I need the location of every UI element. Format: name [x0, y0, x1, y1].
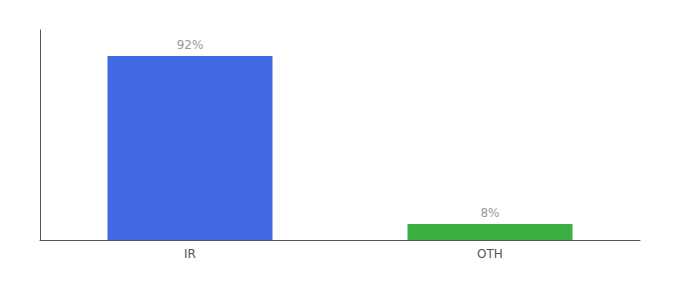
svg-text:IR: IR	[184, 247, 196, 261]
svg-text:OTH: OTH	[477, 247, 503, 261]
svg-text:92%: 92%	[177, 38, 204, 52]
svg-text:8%: 8%	[480, 206, 499, 220]
